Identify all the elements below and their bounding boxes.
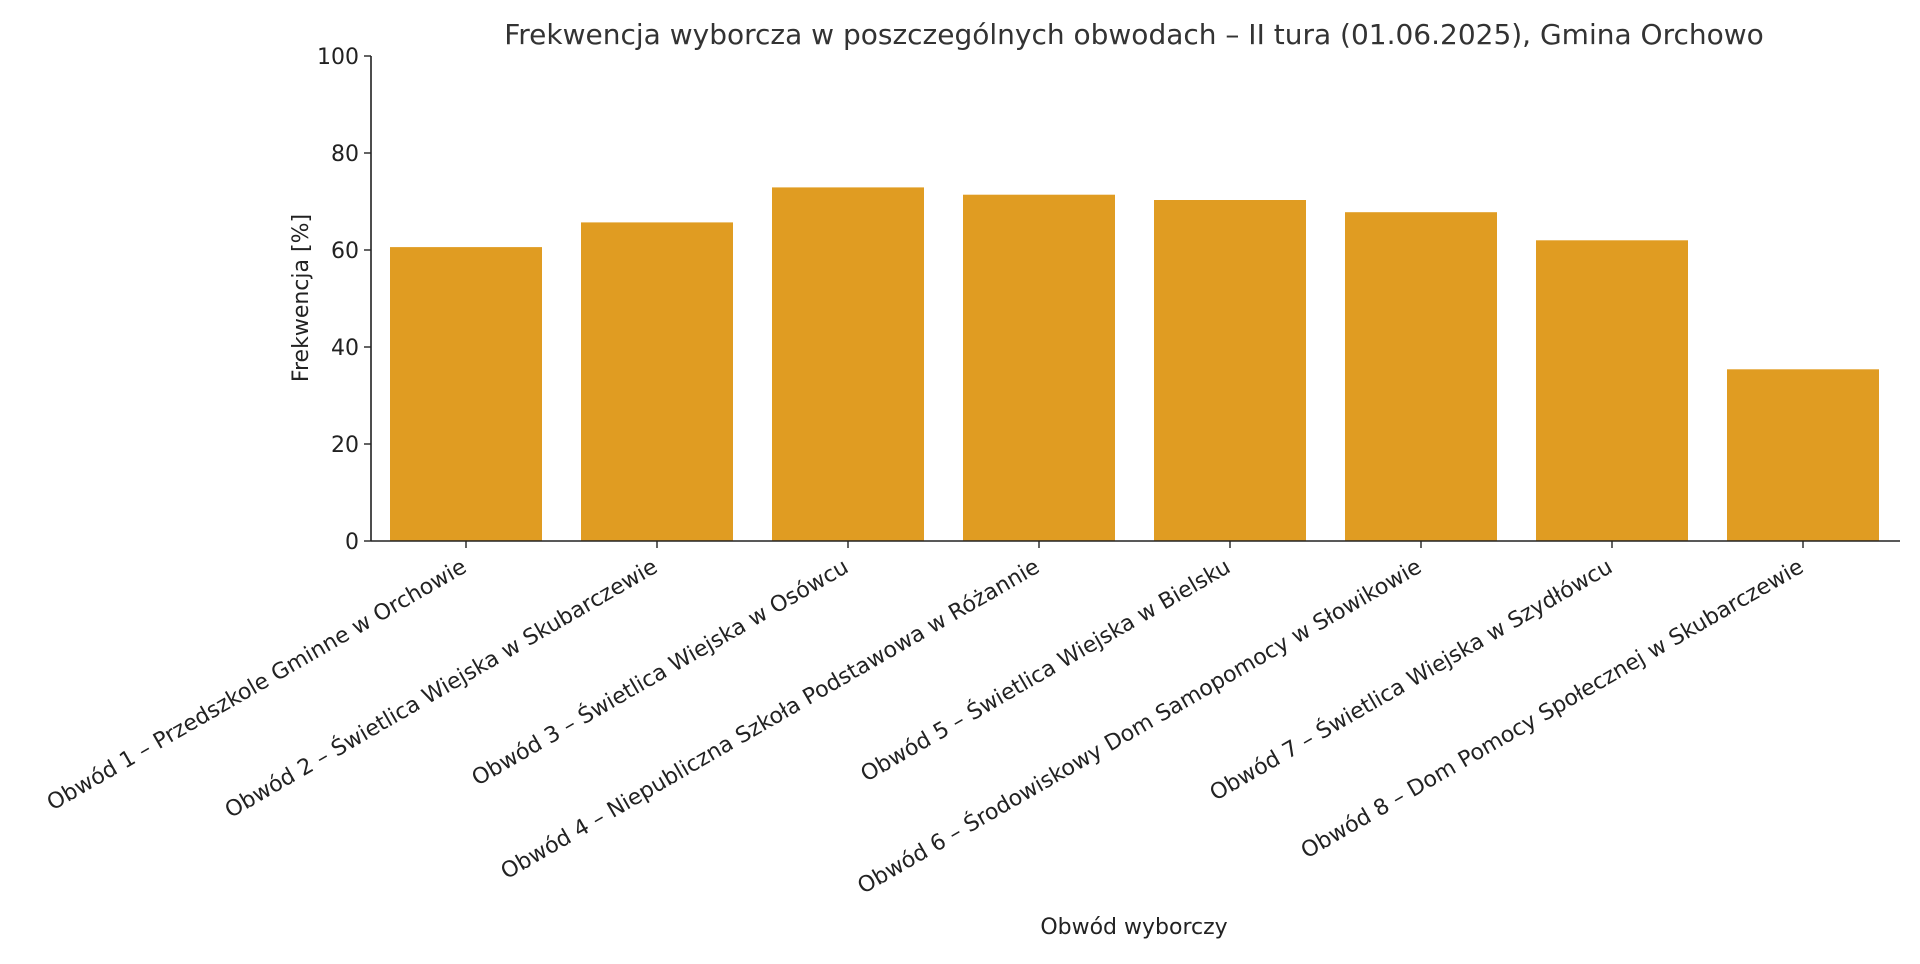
bars-layer <box>390 187 1879 542</box>
bar-2 <box>581 222 733 541</box>
y-axis-label: Frekwencja [%] <box>289 214 314 382</box>
bar-3 <box>772 187 924 541</box>
y-tick-label-80: 80 <box>331 142 359 167</box>
y-axis-ticks: 0 20 40 60 80 100 <box>317 45 371 555</box>
x-tick-label-1: Obwód 1 – Przedszkole Gminne w Orchowie <box>43 555 471 817</box>
chart-title: Frekwencja wyborcza w poszczególnych obw… <box>504 18 1764 51</box>
bar-1 <box>390 247 542 541</box>
x-tick-label-7: Obwód 7 – Świetlica Wiejska w Szydłówcu <box>1205 554 1617 807</box>
x-tick-label-5: Obwód 5 – Świetlica Wiejska w Bielsku <box>856 554 1235 788</box>
x-axis-ticks: Obwód 1 – Przedszkole Gminne w OrchowieO… <box>43 541 1808 899</box>
y-tick-label-20: 20 <box>331 433 359 458</box>
bar-6 <box>1345 212 1497 541</box>
bar-5 <box>1154 200 1306 541</box>
y-tick-label-60: 60 <box>331 239 359 264</box>
y-tick-label-100: 100 <box>317 45 359 70</box>
x-tick-label-3: Obwód 3 – Świetlica Wiejska w Osówcu <box>467 554 853 792</box>
y-tick-label-40: 40 <box>331 336 359 361</box>
bar-4 <box>963 194 1115 541</box>
bar-7 <box>1536 240 1688 542</box>
bar-8 <box>1727 369 1879 541</box>
x-tick-label-2: Obwód 2 – Świetlica Wiejska w Skubarczew… <box>220 554 662 824</box>
x-axis-label: Obwód wyborczy <box>1040 915 1227 940</box>
axes-layer <box>370 56 1900 542</box>
y-tick-label-0: 0 <box>345 530 359 555</box>
